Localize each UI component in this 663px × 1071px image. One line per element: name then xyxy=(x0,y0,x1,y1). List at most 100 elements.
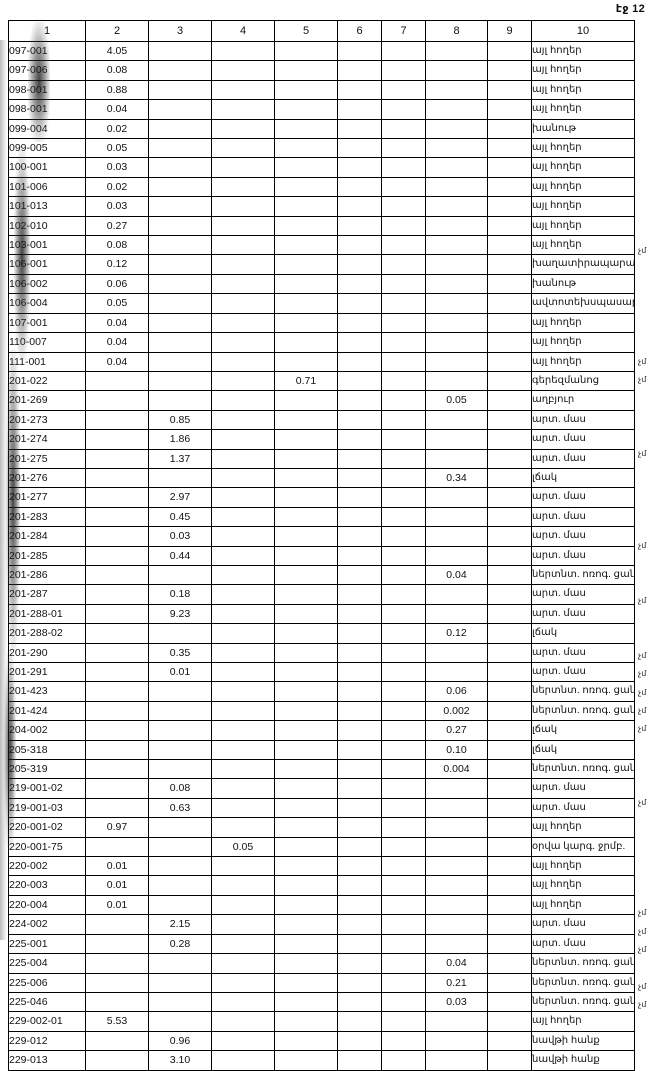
cell-col-2 xyxy=(85,700,149,722)
cell-parcel-code: 220-003 xyxy=(8,875,86,896)
cell-col-9 xyxy=(487,467,532,489)
cell-col-2 xyxy=(85,603,149,625)
cell-col-9 xyxy=(487,642,532,664)
cell-parcel-code: 229-012 xyxy=(8,1030,86,1052)
cell-col-5 xyxy=(274,1050,338,1071)
cell-col-5 xyxy=(274,991,338,1013)
cell-col-6 xyxy=(337,254,382,275)
table-row: 201-276 0.34 լճակ xyxy=(8,467,635,489)
cell-col-3: 0.03 xyxy=(148,526,212,547)
cell-col-7 xyxy=(381,332,426,353)
cell-col-2: 0.03 xyxy=(85,157,149,178)
cell-col-7 xyxy=(381,681,426,702)
cell-col-3: 0.85 xyxy=(148,409,212,431)
cell-col-3 xyxy=(148,1011,212,1032)
cell-col-5 xyxy=(274,856,338,877)
cell-col-4 xyxy=(211,584,275,605)
table-row: 201-022 0.71 գերեզմանոց xyxy=(8,370,635,392)
margin-note xyxy=(638,261,663,279)
cell-parcel-code: 201-285 xyxy=(8,545,86,566)
page-header: էջ 12 xyxy=(0,2,663,18)
cell-col-3: 0.01 xyxy=(148,661,212,683)
cell-col-8 xyxy=(425,254,488,275)
cell-col-2 xyxy=(85,545,149,566)
cell-col-8 xyxy=(425,817,488,838)
cell-col-5 xyxy=(274,118,338,140)
cell-col-4 xyxy=(211,351,275,372)
cell-col-9 xyxy=(487,564,532,586)
margin-note xyxy=(638,868,663,886)
cell-col-4 xyxy=(211,40,275,62)
cell-col-6 xyxy=(337,409,382,431)
cell-col-8 xyxy=(425,506,488,528)
cell-description: արտ. մաս xyxy=(531,487,635,508)
cell-col-9 xyxy=(487,661,532,683)
margin-note xyxy=(638,334,663,352)
cell-col-6 xyxy=(337,312,382,334)
cell-col-6 xyxy=(337,584,382,605)
cell-col-3 xyxy=(148,176,212,198)
cell-col-8: 0.27 xyxy=(425,720,488,741)
cell-description: արտ. մաս xyxy=(531,797,635,819)
cell-col-7 xyxy=(381,429,426,450)
cell-col-8 xyxy=(425,293,488,314)
cell-col-2 xyxy=(85,448,149,469)
cell-col-2 xyxy=(85,836,149,858)
cell-col-5 xyxy=(274,99,338,120)
table-row: 205-319 0.004 ներտնտ. ոռոգ. ցանց xyxy=(8,759,635,780)
cell-col-6 xyxy=(337,681,382,702)
cell-col-6 xyxy=(337,467,382,489)
cell-col-7 xyxy=(381,1050,426,1071)
margin-note: չմ xyxy=(638,908,647,918)
margin-note xyxy=(638,58,663,76)
cell-col-9 xyxy=(487,351,532,372)
cell-col-7 xyxy=(381,700,426,722)
cell-col-6 xyxy=(337,293,382,314)
cell-parcel-code: 100-001 xyxy=(8,157,86,178)
margin-note xyxy=(638,610,663,628)
margin-note: չմ xyxy=(638,595,647,605)
table-row: 219-001-03 0.63 արտ. մաս xyxy=(8,797,635,819)
cell-col-8 xyxy=(425,797,488,819)
cell-col-7 xyxy=(381,293,426,314)
cell-col-4 xyxy=(211,894,275,916)
margin-note xyxy=(638,739,663,757)
cell-description: արտ. մաս xyxy=(531,429,635,450)
cell-col-2: 0.01 xyxy=(85,875,149,896)
cell-col-2 xyxy=(85,991,149,1013)
cell-col-6 xyxy=(337,429,382,450)
cell-description: այլ հողեր xyxy=(531,817,635,838)
cell-col-8 xyxy=(425,176,488,198)
cell-col-2: 0.03 xyxy=(85,196,149,217)
cell-col-7 xyxy=(381,1030,426,1052)
cell-col-9 xyxy=(487,448,532,469)
cell-col-6 xyxy=(337,138,382,159)
cell-col-2: 0.04 xyxy=(85,312,149,334)
cell-parcel-code: 201-291 xyxy=(8,661,86,683)
cell-description: աղբյուր xyxy=(531,390,635,411)
cell-col-5 xyxy=(274,157,338,178)
cell-col-9 xyxy=(487,953,532,974)
cell-col-9 xyxy=(487,914,532,935)
margin-note xyxy=(638,555,663,573)
cell-parcel-code: 102-010 xyxy=(8,215,86,237)
table-row: 110-007 0.04 այլ հողեր xyxy=(8,332,635,353)
cell-col-3 xyxy=(148,40,212,62)
cell-col-7 xyxy=(381,157,426,178)
column-header-10: 10 xyxy=(531,20,635,42)
cell-col-5 xyxy=(274,526,338,547)
cell-col-9 xyxy=(487,778,532,799)
cell-col-7 xyxy=(381,914,426,935)
margin-note xyxy=(638,150,663,168)
cell-col-2: 0.88 xyxy=(85,79,149,101)
cell-col-5 xyxy=(274,1030,338,1052)
cell-col-7 xyxy=(381,545,426,566)
cell-col-8 xyxy=(425,157,488,178)
margin-note: չմ xyxy=(638,540,647,550)
cell-col-8 xyxy=(425,118,488,140)
cell-col-7 xyxy=(381,739,426,761)
cell-col-3 xyxy=(148,235,212,256)
cell-col-8 xyxy=(425,526,488,547)
cell-col-7 xyxy=(381,176,426,198)
cell-col-5 xyxy=(274,759,338,780)
